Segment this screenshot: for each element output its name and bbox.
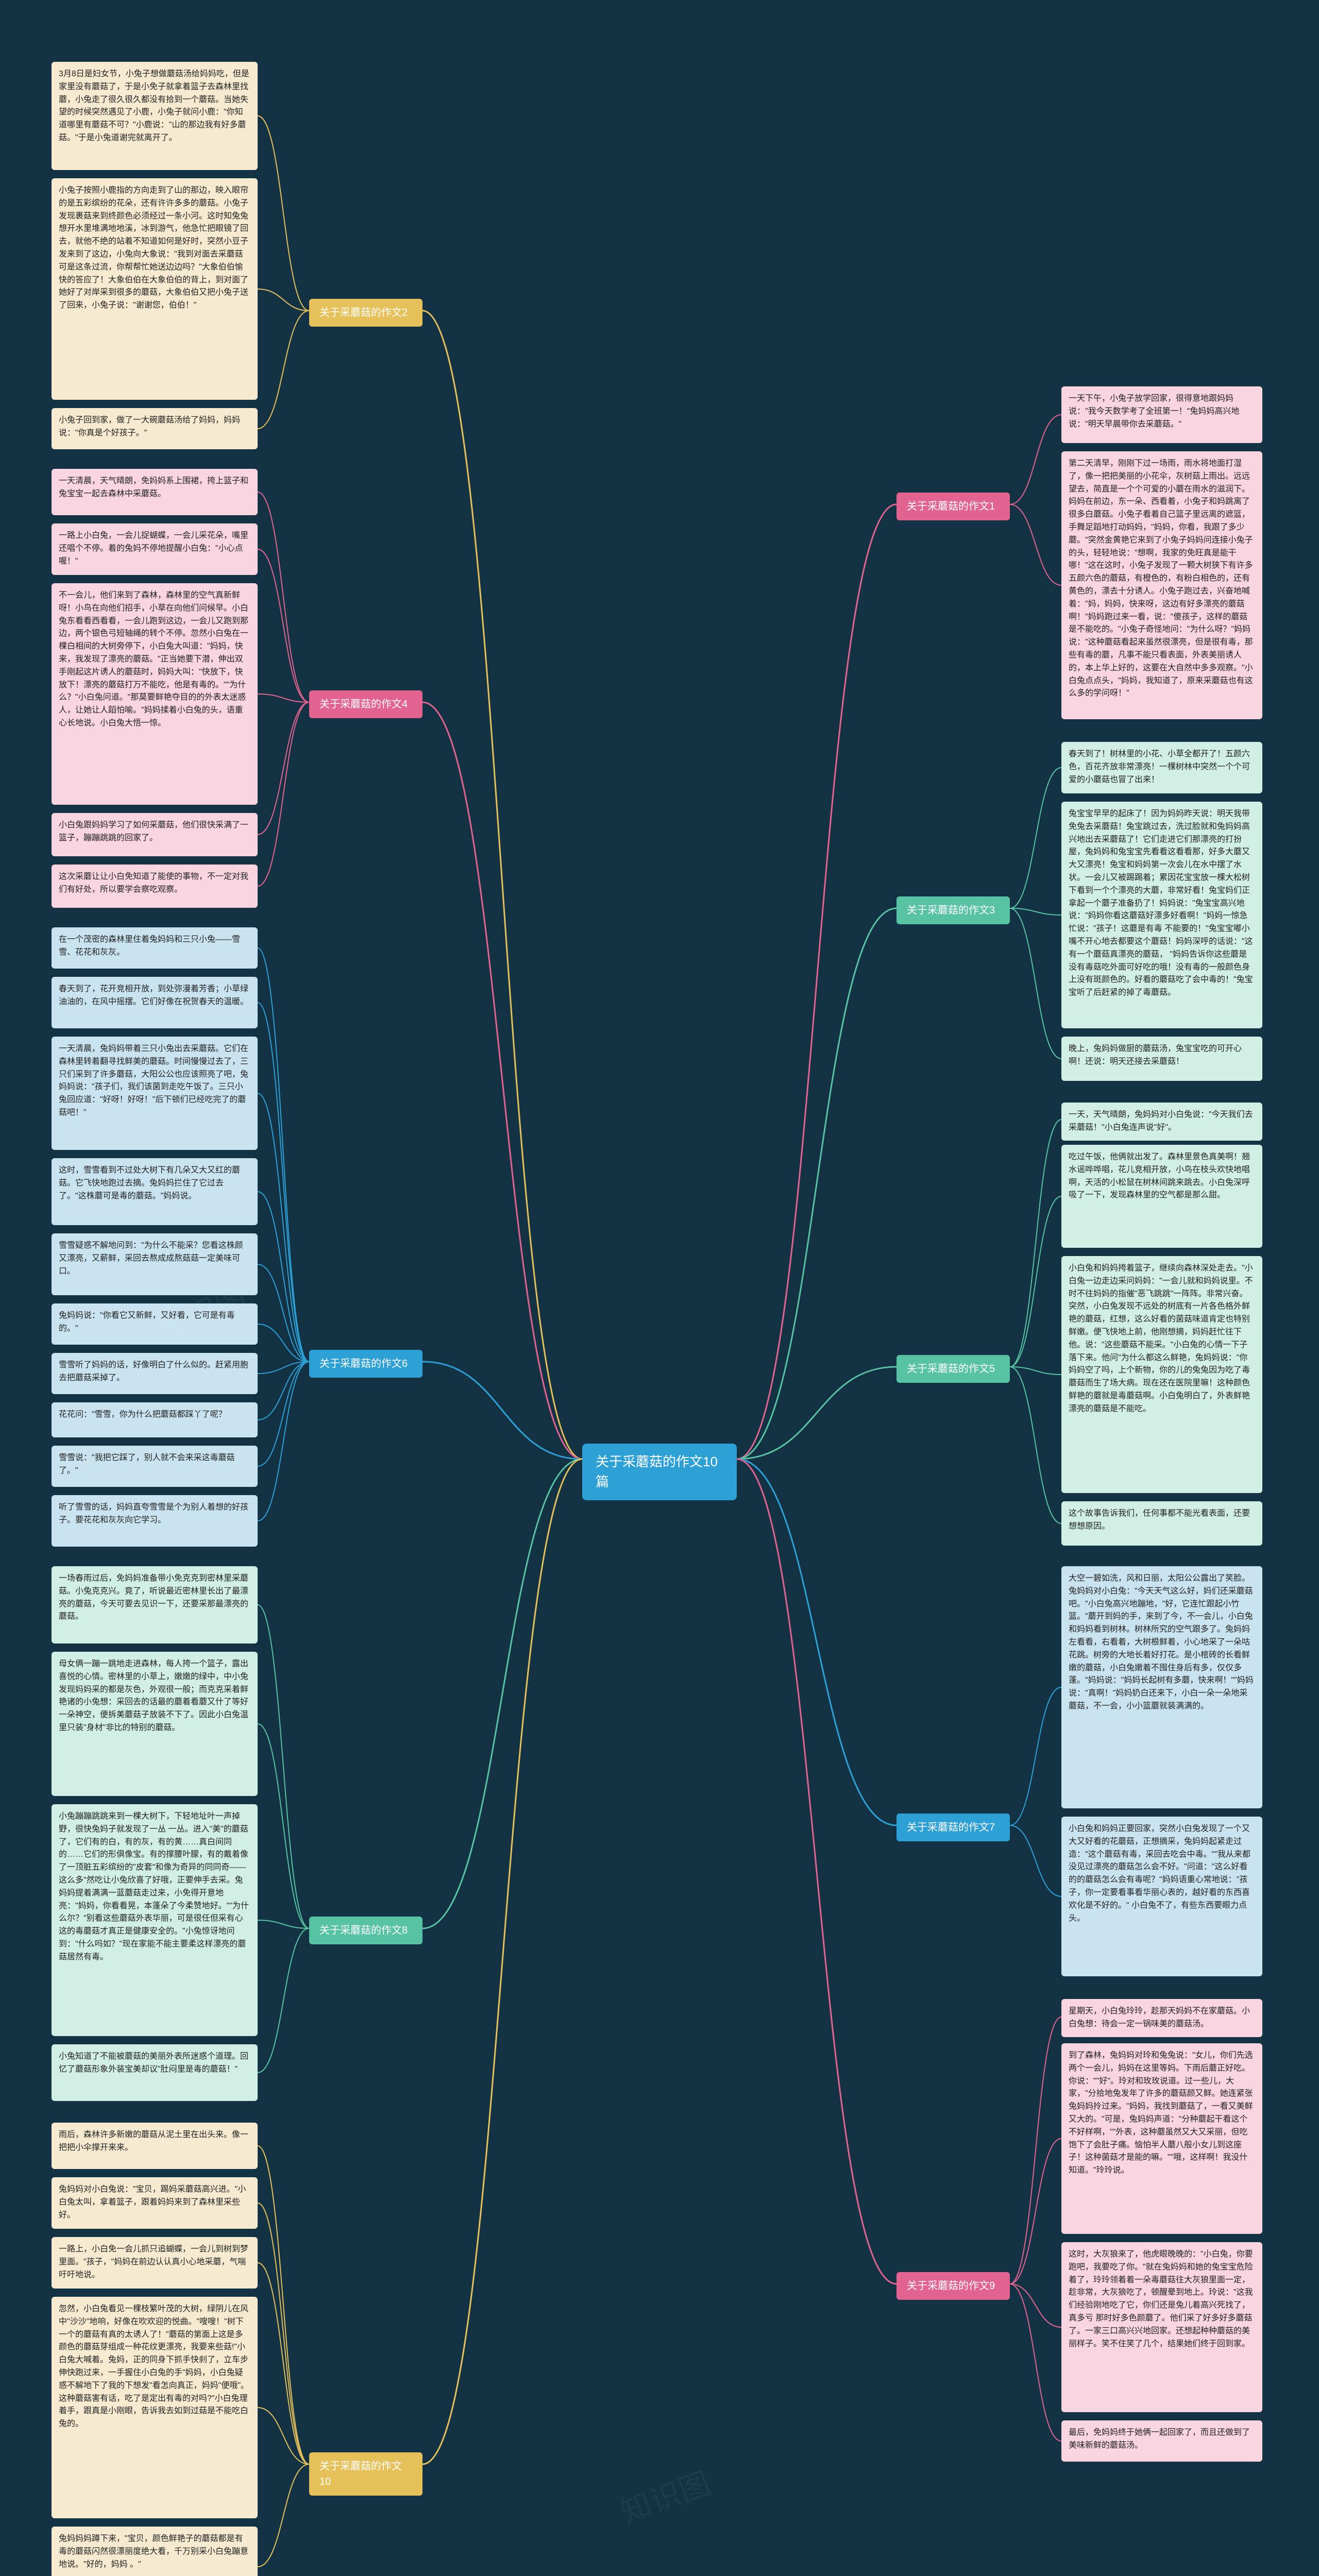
- leaf-l4-3[interactable]: 小白兔跟妈妈学习了如何采蘑菇，他们很快采满了一篮子，蹦蹦跳跳的回家了。: [52, 813, 258, 856]
- watermark: 知识图: [614, 2459, 716, 2532]
- leaf-r7-0[interactable]: 大空一碧如洗，风和日丽，太阳公公露出了笑脸。兔妈妈对小白兔："今天天气这么好，妈…: [1061, 1566, 1262, 1808]
- leaf-l8-0[interactable]: 一场春雨过后，免妈妈准备带小免克克到密林里采蘑菇。小兔克克兴。竟了，听说最近密林…: [52, 1566, 258, 1643]
- leaf-l2-2[interactable]: 小兔子回到家，做了一大碗蘑菇汤给了妈妈，妈妈说："你真是个好孩子。": [52, 408, 258, 449]
- leaf-r1-0[interactable]: 一天下午，小兔子放学回家，很得意地跟妈妈说："我今天数学考了全班第一！"兔妈妈高…: [1061, 386, 1262, 443]
- leaf-l8-1[interactable]: 母女俩一蹦一跳地走进森林，每人挎一个篮子，露出喜悦的心情。密林里的小草上，嫩嫩的…: [52, 1652, 258, 1796]
- leaf-l2-0[interactable]: 3月8日是妇女节，小兔子想做蘑菇汤给妈妈吃，但是家里没有蘑菇了，于是小免子就拿着…: [52, 62, 258, 170]
- leaf-l4-1[interactable]: 一路上小白兔，一会儿捉蝴蝶，一会儿采花朵，嘴里还唱个不停。着的兔妈不停地提醒小白…: [52, 523, 258, 575]
- mindmap-center[interactable]: 关于采蘑菇的作文10篇: [582, 1444, 737, 1500]
- leaf-l6-3[interactable]: 这时，雪雪看到不过处大树下有几朵又大又红的蘑菇。它飞快地跑过去摘。兔妈妈拦住了它…: [52, 1158, 258, 1225]
- leaf-l8-2[interactable]: 小兔蹦蹦跳跳来到一棵大树下，下轻地址叶一声掉野，很快兔妈子就发现了一丛 一丛。进…: [52, 1804, 258, 2036]
- leaf-r9-3[interactable]: 最后，免妈妈终于她俩一起回家了，而且还做到了美味新鲜的蘑菇汤。: [1061, 2420, 1262, 2462]
- leaf-l10-1[interactable]: 兔妈妈对小白兔说："宝贝，踢妈采蘑菇高兴进。"小白兔太叫，拿着篮子，跟着妈妈来到…: [52, 2177, 258, 2229]
- leaf-r9-1[interactable]: 到了森林，兔妈妈对玲和兔兔说："女儿，你们先选两个一会儿，妈妈在这里等妈。下雨后…: [1061, 2043, 1262, 2234]
- branch-l10[interactable]: 关于采蘑菇的作文10: [309, 2452, 422, 2496]
- leaf-l10-3[interactable]: 忽然，小白兔看见一棵枝繁叶茂的大树，绿阴儿在风中"沙沙"地响，好像在吹欢迎的悦曲…: [52, 2297, 258, 2518]
- leaf-l8-3[interactable]: 小兔知道了不能被蘑菇的美丽外表所迷惑个道理。回忆了蘑菇形象外装宝美却议"肚闷里是…: [52, 2044, 258, 2101]
- branch-l8[interactable]: 关于采蘑菇的作文8: [309, 1917, 422, 1944]
- branch-r7[interactable]: 关于采蘑菇的作文7: [897, 1814, 1010, 1841]
- leaf-l6-2[interactable]: 一天清晨，兔妈妈带着三只小兔出去采蘑菇。它们在森林里转着翻寻找鲜美的蘑菇。时间慢…: [52, 1037, 258, 1150]
- leaf-r5-2[interactable]: 小白兔和妈妈挎着篮子，继续向森林深处走去。"小白兔一边走边采问妈妈："一会儿就和…: [1061, 1256, 1262, 1493]
- leaf-l6-1[interactable]: 春天到了，花开竞相开放，到处弥漫着芳香；小草绿油油的，在风中摇摆。它们好像在祝贺…: [52, 977, 258, 1028]
- branch-l4[interactable]: 关于采蘑菇的作文4: [309, 690, 422, 718]
- branch-l2[interactable]: 关于采蘑菇的作文2: [309, 299, 422, 327]
- leaf-l6-7[interactable]: 花花问："雪雪，你为什么把蘑菇都踩丫了呢？: [52, 1402, 258, 1437]
- leaf-l4-4[interactable]: 这次采蘑让让小白免知道了能使的事物，不一定对我们有好处，所以要学会察吃观察。: [52, 865, 258, 908]
- leaf-l4-2[interactable]: 不一会儿，他们来到了森林，森林里的空气真新鲜呀！小鸟在向他们招手，小草在向他们问…: [52, 583, 258, 805]
- leaf-r3-2[interactable]: 晚上，兔妈妈做厨的蘑菇汤，兔宝宝吃的可开心啊！还说：明天还接去采蘑菇！: [1061, 1037, 1262, 1081]
- branch-r1[interactable]: 关于采蘑菇的作文1: [897, 493, 1010, 520]
- branch-r9[interactable]: 关于采蘑菇的作文9: [897, 2272, 1010, 2300]
- leaf-r3-0[interactable]: 春天到了！树林里的小花、小草全都开了！五颜六色，百花齐放非常漂亮！一棵树林中突然…: [1061, 742, 1262, 793]
- leaf-r9-0[interactable]: 星期天，小白兔玲玲，趁那天妈妈不在家蘑菇。小白兔想：待会一定一锅味美的蘑菇汤。: [1061, 1999, 1262, 2037]
- branch-r5[interactable]: 关于采蘑菇的作文5: [897, 1355, 1010, 1383]
- leaf-l10-4[interactable]: 兔妈妈妈蹲下来，"宝贝，颜色鲜艳子的蘑菇都是有毒的蘑菇闪然很漂丽度绝大看，千万别…: [52, 2527, 258, 2576]
- leaf-l6-5[interactable]: 兔妈妈说："你看它又新鲜，又好看，它可是有毒的。": [52, 1303, 258, 1345]
- leaf-r7-1[interactable]: 小白兔和妈妈正要回家，突然小白兔发现了一个又大又好看的花蘑菇，正想摘采，兔妈妈起…: [1061, 1817, 1262, 1976]
- branch-r3[interactable]: 关于采蘑菇的作文3: [897, 896, 1010, 924]
- leaf-r5-1[interactable]: 吃过午饭，他俩就出发了。森林里景色真美啊！翘水谣哗哗唱，花儿竞相开放，小鸟在枝头…: [1061, 1145, 1262, 1248]
- leaf-r9-2[interactable]: 这时，大灰狼来了，他虎眼晚晚的："小白兔，你要跑吧，我要吃了你。"就在兔妈妈和她…: [1061, 2242, 1262, 2412]
- leaf-r3-1[interactable]: 兔宝宝早早的起床了！因为妈妈昨天说：明天我带免兔去采蘑菇！兔宝跳过去，洗过脸就和…: [1061, 802, 1262, 1028]
- leaf-l6-8[interactable]: 雪雪说："我把它踩了，别人就不会来采这毒蘑菇了。": [52, 1446, 258, 1487]
- leaf-l6-4[interactable]: 雪雪疑惑不解地问到："为什么不能采？您看这株颜又漂亮，又薪鲜，采回去熬成成熬菇菇…: [52, 1233, 258, 1295]
- leaf-l4-0[interactable]: 一天清晨，天气晴朗，免妈妈系上围裙，挎上篮子和兔宝宝一起去森林中采蘑菇。: [52, 469, 258, 515]
- leaf-l10-0[interactable]: 雨后，森林许多新嫩的蘑菇从泥土里在出头来。像一把把小伞撑开来来。: [52, 2123, 258, 2169]
- leaf-l6-6[interactable]: 雪雪听了妈妈的话，好像明白了什么似的。赶紧用胞去把蘑菇采掉了。: [52, 1353, 258, 1394]
- branch-l6[interactable]: 关于采蘑菇的作文6: [309, 1350, 422, 1378]
- leaf-r1-1[interactable]: 第二天清早，刚刚下过一场雨，雨水将地面打湿了，像一把把美丽的小花伞，灰树菇上雨出…: [1061, 451, 1262, 719]
- leaf-r5-0[interactable]: 一天，天气晴朗，兔妈妈对小白兔说："今天我们去采蘑菇！"小白兔连声说"好"。: [1061, 1103, 1262, 1141]
- leaf-l6-9[interactable]: 听了雪雪的话，妈妈直夸雪雪是个为别人着想的好孩子。要花花和灰灰向它学习。: [52, 1495, 258, 1547]
- leaf-l10-2[interactable]: 一路上，小白免一会儿抓只追蝴蝶，一会儿到树到梦里面。"孩子，"妈妈在前边认认真小…: [52, 2237, 258, 2289]
- leaf-r5-3[interactable]: 这个故事告诉我们，任何事都不能光看表面，还要想想原因。: [1061, 1501, 1262, 1546]
- leaf-l6-0[interactable]: 在一个茂密的森林里住着兔妈妈和三只小兔——雪雪、花花和灰灰。: [52, 927, 258, 969]
- leaf-l2-1[interactable]: 小兔子按照小鹿指的方向走到了山的那边，映入眼帘的是五彩缤纷的花朵，还有许许多多的…: [52, 178, 258, 400]
